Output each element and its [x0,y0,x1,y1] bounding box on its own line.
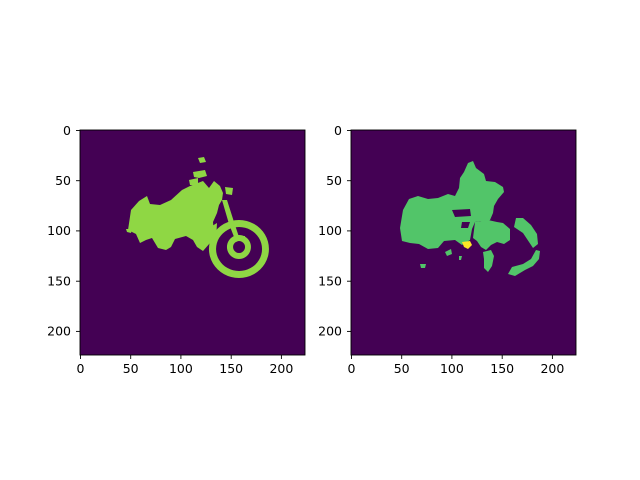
right-x-ticks: 0 50 100 150 200 [348,355,564,376]
left-panel: 0 50 100 150 200 0 50 100 150 200 [47,123,306,376]
right-x-tick-label-0: 0 [348,361,356,376]
right-x-tick-label-100: 100 [440,361,464,376]
left-x-tick-label-150: 150 [219,361,243,376]
right-mask-motorcycle [400,161,540,276]
left-x-tick-label-200: 200 [269,361,293,376]
left-y-tick-label-200: 200 [47,324,71,339]
right-y-tick-label-200: 200 [318,324,342,339]
right-y-tick-label-50: 50 [326,173,342,188]
left-x-tick-label-0: 0 [77,361,85,376]
right-x-tick-label-200: 200 [540,361,564,376]
left-y-tick-label-0: 0 [63,123,71,138]
left-x-ticks: 0 50 100 150 200 [77,355,293,376]
right-x-tick-label-150: 150 [490,361,514,376]
right-y-tick-label-0: 0 [334,123,342,138]
right-mask-highlight [462,241,472,249]
right-y-ticks: 0 50 100 150 200 [318,123,351,339]
right-axes-frame [350,129,577,356]
left-axes-frame [79,129,306,356]
right-y-tick-label-100: 100 [318,223,342,238]
left-x-tick-label-50: 50 [123,361,139,376]
left-y-ticks: 0 50 100 150 200 [47,123,80,339]
left-y-tick-label-150: 150 [47,274,71,289]
left-y-tick-label-100: 100 [47,223,71,238]
left-x-tick-label-100: 100 [169,361,193,376]
right-panel: 0 50 100 150 200 0 50 100 150 200 [318,123,577,376]
right-x-tick-label-50: 50 [394,361,410,376]
right-y-tick-label-150: 150 [318,274,342,289]
left-heatmap-background [80,130,305,355]
left-mask-motorcycle [126,157,269,278]
left-y-tick-label-50: 50 [55,173,71,188]
